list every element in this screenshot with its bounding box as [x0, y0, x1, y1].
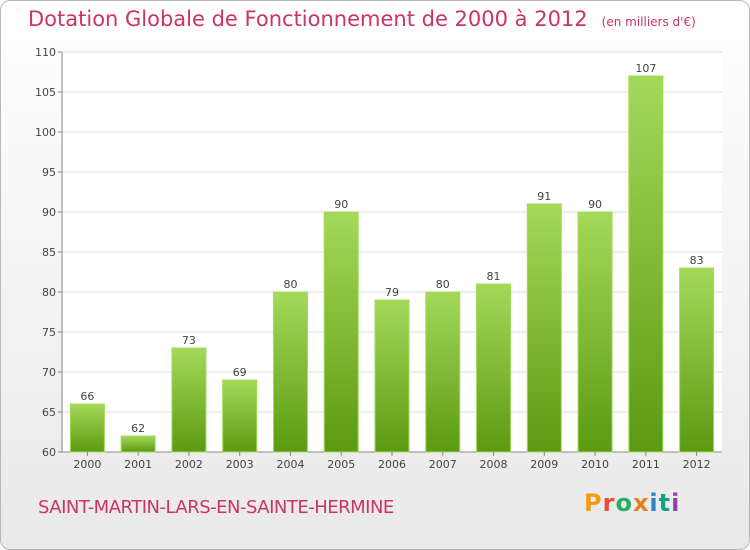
- x-tick-label: 2002: [175, 458, 203, 471]
- bar-value-label: 73: [182, 334, 196, 347]
- x-tick-label: 2006: [378, 458, 406, 471]
- x-tick-label: 2008: [480, 458, 508, 471]
- bar: [374, 299, 410, 453]
- bar-value-label: 91: [537, 190, 551, 203]
- y-tick-label: 105: [35, 86, 56, 99]
- logo-letter: t: [658, 489, 672, 517]
- logo-letter: o: [615, 489, 633, 517]
- commune-name: SAINT-MARTIN-LARS-EN-SAINTE-HERMINE: [38, 497, 394, 518]
- x-tick-label: 2001: [124, 458, 152, 471]
- bar-value-label: 83: [690, 254, 704, 267]
- bar-value-label: 80: [283, 278, 297, 291]
- y-tick-label: 75: [42, 326, 56, 339]
- bar-value-label: 66: [80, 390, 94, 403]
- bar: [526, 203, 562, 453]
- y-tick-label: 60: [42, 446, 56, 459]
- y-tick-label: 90: [42, 206, 56, 219]
- y-tick-label: 110: [35, 46, 56, 59]
- bar: [120, 435, 156, 453]
- y-tick-label: 95: [42, 166, 56, 179]
- bar: [222, 379, 258, 453]
- bar: [323, 211, 359, 453]
- bar: [476, 283, 512, 453]
- chart-unit: (en milliers d'€): [601, 15, 696, 29]
- y-tick-label: 100: [35, 126, 56, 139]
- x-tick-label: 2011: [632, 458, 660, 471]
- y-tick-label: 80: [42, 286, 56, 299]
- y-tick-label: 85: [42, 246, 56, 259]
- x-tick-label: 2005: [327, 458, 355, 471]
- logo-letter: x: [632, 489, 650, 517]
- x-tick-label: 2000: [73, 458, 101, 471]
- logo-letter: r: [602, 489, 616, 517]
- bar: [272, 291, 308, 453]
- logo-letter: i: [671, 489, 681, 517]
- proxiti-logo: Proxiti: [584, 489, 680, 517]
- bar-value-label: 107: [635, 62, 656, 75]
- bar: [171, 347, 207, 453]
- logo-letter: i: [649, 489, 659, 517]
- x-tick-label: 2012: [683, 458, 711, 471]
- y-tick-label: 65: [42, 406, 56, 419]
- x-tick-label: 2010: [581, 458, 609, 471]
- bar: [425, 291, 461, 453]
- bar-value-label: 81: [487, 270, 501, 283]
- x-tick-label: 2003: [226, 458, 254, 471]
- bar: [577, 211, 613, 453]
- bar-value-label: 62: [131, 422, 145, 435]
- x-tick-label: 2007: [429, 458, 457, 471]
- bar-value-label: 90: [588, 198, 602, 211]
- bar-value-label: 69: [233, 366, 247, 379]
- bar: [628, 75, 664, 453]
- x-tick-label: 2004: [276, 458, 304, 471]
- chart-title-text: Dotation Globale de Fonctionnement de 20…: [28, 7, 588, 31]
- x-tick-label: 2009: [530, 458, 558, 471]
- y-tick-label: 70: [42, 366, 56, 379]
- bar-value-label: 80: [436, 278, 450, 291]
- logo-letter: P: [584, 489, 603, 517]
- chart-title: Dotation Globale de Fonctionnement de 20…: [28, 7, 696, 31]
- bar-value-label: 79: [385, 286, 399, 299]
- bar: [69, 403, 105, 453]
- bar: [679, 267, 715, 453]
- bar-value-label: 90: [334, 198, 348, 211]
